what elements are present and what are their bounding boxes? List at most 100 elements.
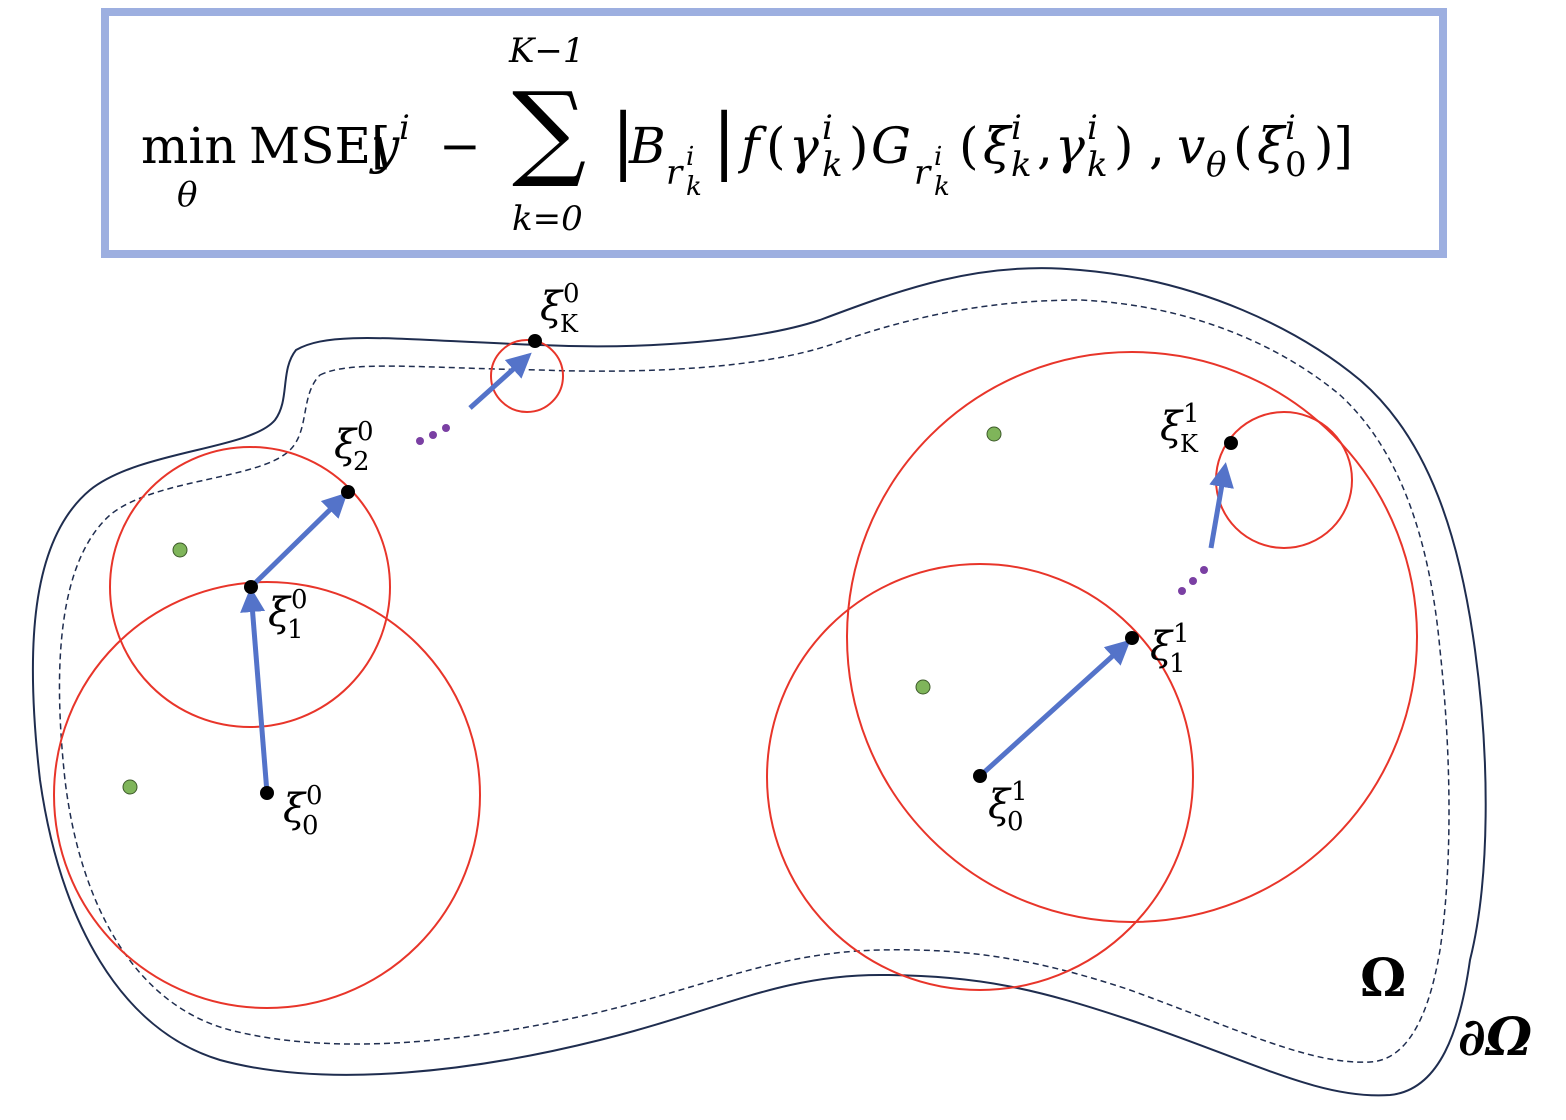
gamma-symbol-2: γ [1055, 117, 1085, 175]
arrow-xi01-to-xi11 [978, 639, 1131, 778]
closing-brackets: )] [1314, 117, 1354, 175]
walk-point-xi20 [341, 485, 355, 499]
G-symbol: G [871, 117, 911, 175]
paren-open-3: ( [1233, 117, 1253, 175]
xi-symbol-2: ξ [1257, 117, 1285, 175]
svg-text:0: 0 [563, 279, 580, 309]
domain-boundary [31, 267, 1487, 1097]
sum-upper-limit: K−1 [509, 31, 585, 71]
label-xiK0: ξ 0 K [540, 279, 580, 338]
f-symbol: f [741, 117, 760, 175]
label-xi10: ξ 0 1 [268, 585, 308, 645]
circle-left-mid [109, 446, 391, 728]
paren-close-2: ) [1114, 117, 1134, 175]
paren-open-1: ( [766, 117, 786, 175]
circle-left-large [53, 581, 481, 1009]
xi-1-sub: k [1011, 145, 1032, 185]
label-xi01: ξ 1 0 [988, 777, 1028, 837]
gamma-1-sub: k [822, 145, 843, 185]
walk-point-xi10 [244, 580, 258, 594]
ellipsis-dots-left [416, 424, 450, 445]
svg-text:0: 0 [1007, 807, 1024, 837]
G-sub-r-sup: i [934, 142, 943, 172]
sum-lower-limit: k=0 [512, 199, 583, 239]
y-superscript: i [399, 108, 410, 148]
svg-text:1: 1 [1011, 777, 1028, 807]
B-sub-r: r [666, 153, 683, 193]
boundary-label: ∂Ω [1458, 1007, 1532, 1068]
sample-point [172, 542, 188, 558]
summation-symbol: ∑ [512, 69, 587, 191]
inner-dashed-boundary [58, 299, 1450, 1063]
svg-text:0: 0 [357, 417, 374, 447]
svg-text:ξ: ξ [334, 422, 358, 468]
minus-sign: − [439, 117, 481, 175]
walk-point-xi01 [973, 769, 987, 783]
xi-symbol-1: ξ [983, 117, 1011, 175]
svg-text:1: 1 [1169, 649, 1186, 679]
svg-text:1: 1 [1173, 619, 1190, 649]
circle-right-lower [766, 563, 1194, 991]
walk-point-xiK1 [1224, 436, 1238, 450]
formula-box: min θ MSE[ y i − K−1 ∑ k=0 | B r i k | f… [101, 8, 1447, 258]
walk-point-xi11 [1125, 631, 1139, 645]
svg-text:K: K [1180, 430, 1199, 458]
G-sub-r: r [914, 153, 931, 193]
min-subscript: θ [177, 175, 198, 215]
gamma-1-sup: i [822, 108, 833, 148]
svg-text:1: 1 [287, 615, 304, 645]
label-xi00: ξ 0 0 [283, 781, 323, 841]
paren-close-1: ) [849, 117, 869, 175]
gamma-symbol-1: γ [789, 117, 819, 175]
arrow-to-xiK1 [1208, 462, 1234, 549]
ellipsis-dots-right [1178, 566, 1208, 595]
gamma-2-sup: i [1087, 108, 1098, 148]
svg-text:ξ: ξ [268, 590, 292, 636]
svg-text:K: K [560, 310, 579, 338]
svg-text:0: 0 [302, 811, 319, 841]
arrow-xi10-to-xi20 [249, 492, 348, 589]
v-subscript: θ [1206, 145, 1227, 185]
label-xi11: ξ 1 1 [1150, 619, 1190, 679]
svg-text:ξ: ξ [283, 786, 307, 832]
label-xiK1: ξ 1 K [1160, 399, 1200, 458]
svg-text:0: 0 [291, 585, 308, 615]
B-symbol: B [629, 117, 666, 175]
sample-point [986, 426, 1002, 442]
sample-point [915, 679, 931, 695]
xi-2-sub: 0 [1285, 145, 1307, 185]
mse-label: MSE[ [249, 117, 391, 175]
abs-close: | [712, 98, 737, 182]
gamma-2-sub: k [1087, 145, 1108, 185]
min-operator: min [141, 117, 237, 175]
y-symbol: y [371, 117, 400, 175]
svg-text:0: 0 [306, 781, 323, 811]
abs-open: | [611, 98, 636, 182]
svg-text:ξ: ξ [540, 284, 564, 330]
walk-point-xi00 [260, 786, 274, 800]
comma-2: , [1149, 117, 1165, 175]
svg-text:1: 1 [1183, 399, 1200, 429]
v-symbol: v [1177, 117, 1206, 175]
label-xi20: ξ 0 2 [334, 417, 374, 477]
comma-1: , [1037, 117, 1053, 175]
svg-text:ξ: ξ [1160, 404, 1184, 450]
circle-right-large [846, 351, 1418, 923]
formula: min θ MSE[ y i − K−1 ∑ k=0 | B r i k | f… [109, 16, 1439, 250]
paren-open-2: ( [959, 117, 979, 175]
svg-text:2: 2 [353, 447, 370, 477]
sample-point [122, 779, 138, 795]
walk-point-xiK0 [528, 334, 542, 348]
omega-label: Ω [1360, 948, 1406, 1009]
arrow-to-xiK0 [468, 352, 532, 410]
xi-2-sup: i [1285, 108, 1296, 148]
svg-text:ξ: ξ [988, 782, 1012, 828]
B-sub-r-sup: i [686, 142, 695, 172]
xi-1-sup: i [1011, 108, 1022, 148]
svg-text:ξ: ξ [1150, 624, 1174, 670]
G-sub-r-sub: k [934, 172, 950, 202]
circle-left-small [490, 339, 564, 413]
circle-right-small [1215, 411, 1353, 549]
arrow-xi00-to-xi10 [240, 587, 270, 794]
